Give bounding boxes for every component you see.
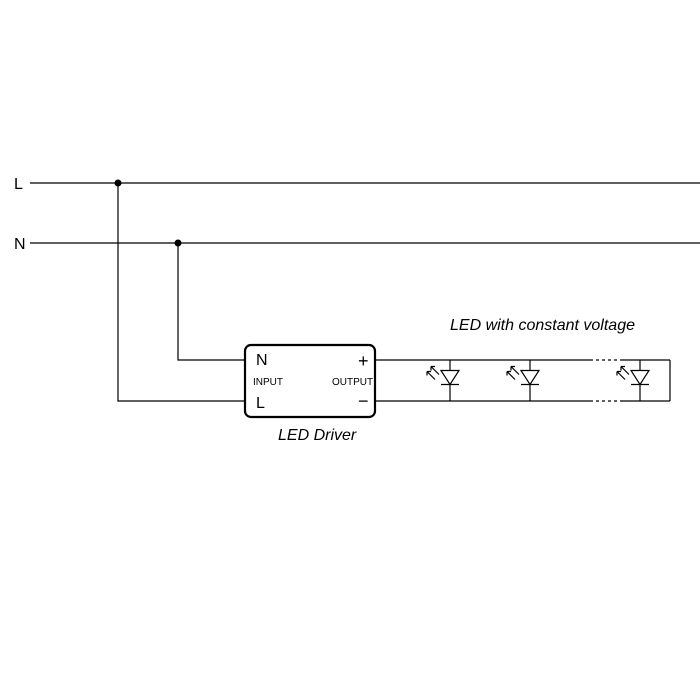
- rail-label-n: N: [14, 236, 26, 253]
- label-input: INPUT: [253, 377, 283, 388]
- led-symbol-2: [617, 360, 649, 401]
- wire-l-to-driver: [118, 183, 245, 401]
- label-output: OUTPUT: [332, 377, 373, 388]
- pin-n: N: [256, 352, 268, 369]
- pin-plus: +: [358, 351, 369, 371]
- led-symbol-0: [427, 360, 459, 401]
- led-driver-label: LED Driver: [278, 427, 357, 444]
- led-symbol-1: [507, 360, 539, 401]
- pin-l: L: [256, 395, 265, 412]
- led-strip-title: LED with constant voltage: [450, 317, 635, 334]
- wire-n-to-driver: [178, 243, 245, 360]
- pin-minus: −: [358, 391, 369, 411]
- rail-label-l: L: [14, 176, 23, 193]
